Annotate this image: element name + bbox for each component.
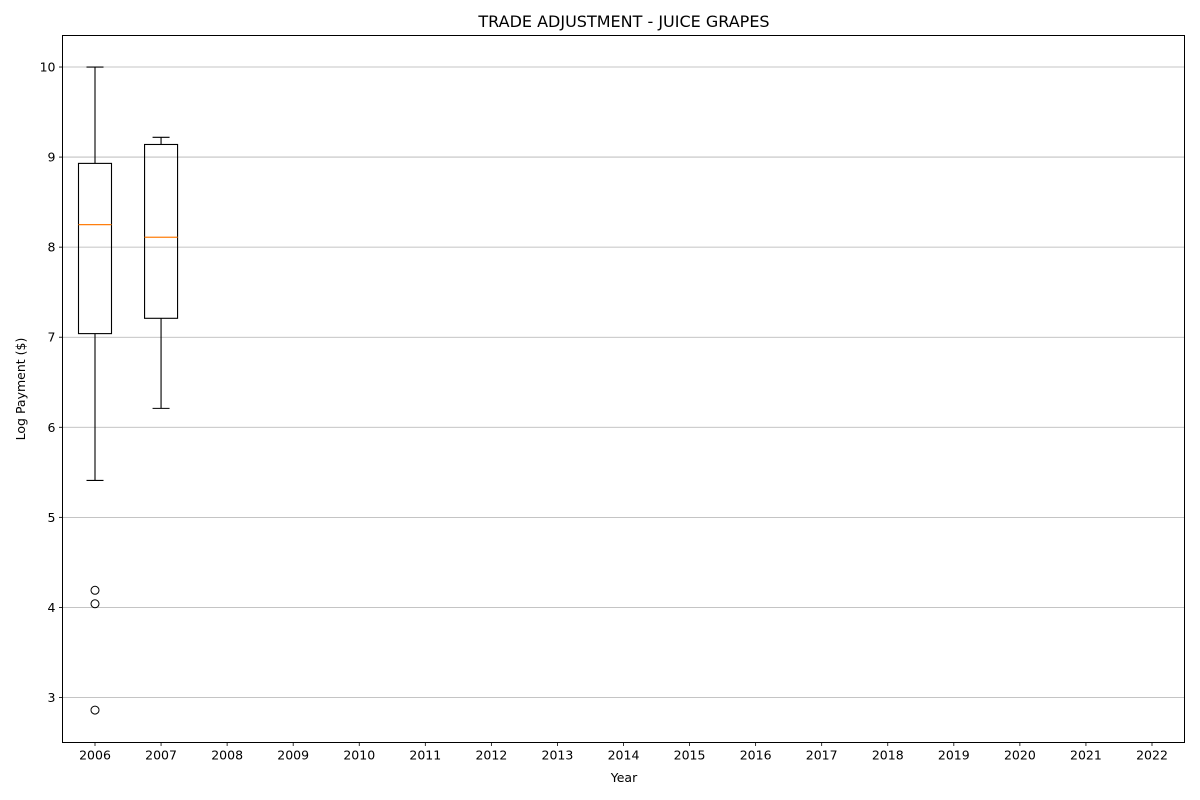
- y-tick-label: 10: [40, 60, 56, 75]
- x-tick-label: 2021: [1070, 748, 1102, 763]
- x-tick-label: 2015: [674, 748, 706, 763]
- outlier-point: [90, 585, 100, 595]
- y-tick-label: 9: [48, 150, 56, 165]
- x-tick-label: 2016: [740, 748, 772, 763]
- x-tick-label: 2006: [79, 748, 111, 763]
- x-tick-label: 2014: [608, 748, 640, 763]
- y-tick-label: 6: [48, 420, 56, 435]
- y-tick-label: 7: [48, 330, 56, 345]
- x-tick-label: 2009: [277, 748, 309, 763]
- x-tick-label: 2018: [872, 748, 904, 763]
- y-axis-label: Log Payment ($): [13, 338, 28, 441]
- y-tick-label: 4: [48, 600, 56, 615]
- x-axis-label: Year: [610, 770, 638, 785]
- x-tick-label: 2022: [1136, 748, 1168, 763]
- x-tick-label: 2017: [806, 748, 838, 763]
- outlier-point: [90, 599, 100, 609]
- x-tick-label: 2007: [145, 748, 177, 763]
- y-tick-label: 5: [48, 510, 56, 525]
- x-tick-label: 2008: [211, 748, 243, 763]
- y-tick-label: 3: [48, 690, 56, 705]
- x-tick-label: 2011: [409, 748, 441, 763]
- x-tick-label: 2013: [542, 748, 574, 763]
- x-tick-label: 2020: [1004, 748, 1036, 763]
- x-tick-label: 2010: [343, 748, 375, 763]
- box-iqr: [77, 162, 113, 335]
- x-tick-label: 2012: [475, 748, 507, 763]
- y-tick-label: 8: [48, 240, 56, 255]
- chart-title: TRADE ADJUSTMENT - JUICE GRAPES: [477, 12, 769, 31]
- box-iqr: [144, 143, 179, 319]
- x-tick-label: 2019: [938, 748, 970, 763]
- outlier-point: [90, 705, 100, 715]
- plot-frame: [62, 35, 1185, 743]
